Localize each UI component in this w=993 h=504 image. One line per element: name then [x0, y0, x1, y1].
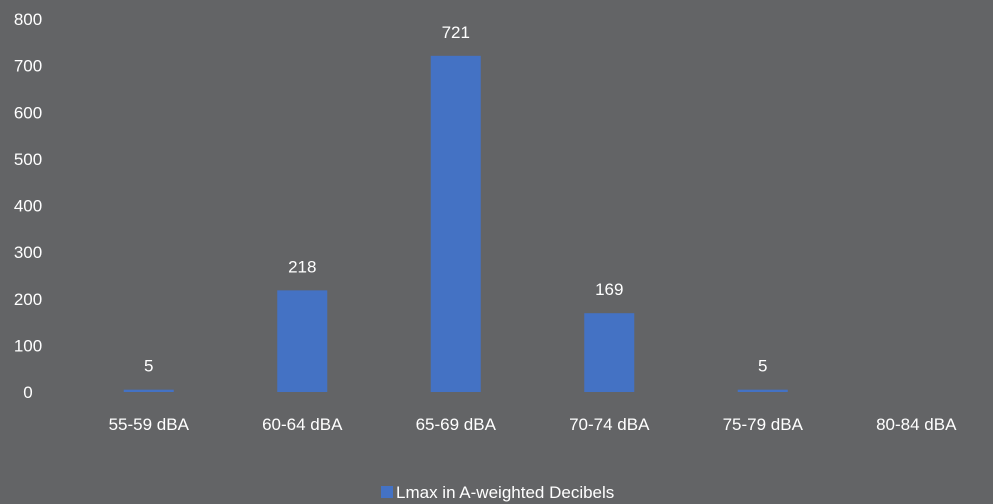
legend: Lmax in A-weighted Decibels	[381, 483, 614, 502]
data-label: 169	[595, 280, 623, 299]
y-axis: 0 100 200 300 400 500 600 700 800	[14, 10, 42, 402]
bar	[737, 389, 788, 392]
y-tick-label: 700	[14, 57, 42, 76]
y-tick-label: 100	[14, 336, 42, 355]
data-label: 218	[288, 257, 316, 276]
legend-swatch	[381, 486, 393, 498]
data-label: 5	[144, 357, 153, 376]
data-labels-group: 5 218 721 169 5	[144, 23, 767, 376]
y-tick-label: 300	[14, 243, 42, 262]
y-tick-label: 200	[14, 290, 42, 309]
x-category-label: 75-79 dBA	[723, 415, 804, 434]
data-label: 721	[442, 23, 470, 42]
x-category-label: 65-69 dBA	[416, 415, 497, 434]
bar	[584, 313, 635, 392]
bar	[277, 290, 328, 392]
x-category-label: 80-84 dBA	[876, 415, 957, 434]
y-tick-label: 400	[14, 197, 42, 216]
y-tick-label: 800	[14, 10, 42, 29]
y-tick-label: 500	[14, 150, 42, 169]
data-label: 5	[758, 357, 767, 376]
y-tick-label: 600	[14, 103, 42, 122]
bar	[430, 55, 481, 393]
x-category-label: 70-74 dBA	[569, 415, 650, 434]
bar	[123, 389, 174, 392]
legend-label: Lmax in A-weighted Decibels	[396, 483, 614, 502]
x-axis: 55-59 dBA 60-64 dBA 65-69 dBA 70-74 dBA 75-7…	[109, 415, 957, 434]
bars-group	[123, 55, 788, 393]
x-category-label: 60-64 dBA	[262, 415, 343, 434]
x-category-label: 55-59 dBA	[109, 415, 190, 434]
y-tick-label: 0	[23, 383, 32, 402]
